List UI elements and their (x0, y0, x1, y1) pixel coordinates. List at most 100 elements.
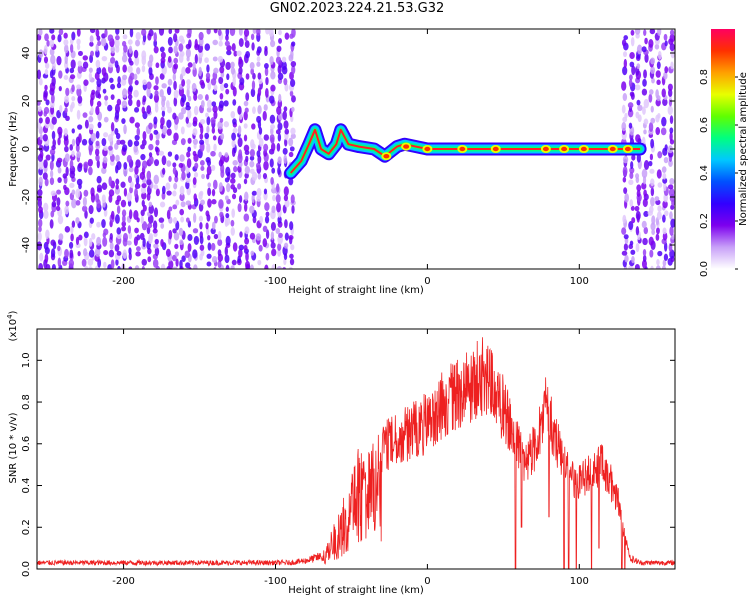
noise-cell (204, 43, 211, 51)
noise-cell (650, 138, 655, 149)
noise-cell (128, 209, 133, 220)
noise-cell (90, 50, 95, 57)
noise-cell (103, 145, 108, 151)
noise-cell (172, 73, 177, 82)
noise-cell (245, 50, 251, 59)
noise-cell (122, 166, 128, 177)
noise-cell (153, 174, 159, 185)
noise-cell (37, 189, 43, 197)
noise-cell (250, 250, 255, 256)
noise-cell (255, 233, 262, 241)
noise-cell (90, 187, 95, 197)
noise-cell (128, 98, 133, 107)
noise-cell (58, 29, 64, 36)
noise-cell (141, 182, 147, 189)
noise-cell (243, 178, 248, 185)
noise-cell (173, 63, 179, 70)
noise-cell (187, 109, 192, 120)
noise-cell (63, 128, 68, 137)
noise-cell (146, 87, 151, 98)
noise-cell (96, 175, 102, 184)
noise-cell (37, 231, 42, 242)
noise-cell (64, 54, 68, 65)
noise-cell (643, 129, 647, 135)
noise-cell (656, 259, 660, 266)
noise-cell (255, 162, 261, 170)
noise-cell (236, 50, 242, 57)
noise-cell (212, 105, 218, 113)
noise-cell (229, 29, 236, 37)
noise-cell (44, 69, 49, 76)
noise-cell (257, 172, 262, 180)
noise-cell (270, 84, 276, 92)
noise-cell (115, 178, 120, 185)
noise-cell (207, 198, 212, 208)
noise-cell (133, 89, 139, 98)
noise-cell (200, 100, 205, 108)
noise-cell (57, 245, 61, 252)
noise-cell (58, 233, 64, 241)
noise-cell (148, 204, 155, 214)
noise-cell (194, 53, 198, 64)
noise-cell (635, 134, 641, 143)
noise-cell (71, 198, 77, 209)
noise-cell (661, 265, 667, 269)
noise-cell (141, 106, 146, 114)
noise-cell (622, 93, 628, 101)
noise-cell (76, 84, 82, 90)
noise-cell (252, 106, 256, 114)
noise-cell (69, 144, 74, 151)
noise-cell (140, 209, 145, 217)
noise-cell (90, 106, 94, 114)
noise-cell (165, 248, 171, 258)
noise-cell (206, 116, 211, 126)
y-tick-label: 0 (21, 146, 32, 152)
noise-cell (642, 106, 646, 115)
noise-cell (166, 160, 172, 167)
noise-cell (622, 166, 628, 177)
noise-cell (199, 190, 204, 196)
noise-cell (194, 162, 199, 170)
noise-cell (186, 151, 191, 158)
noise-cell (96, 78, 102, 88)
noise-cell (668, 97, 673, 107)
snr-multiplier-label: (x104) (6, 310, 19, 341)
noise-cell (141, 265, 145, 269)
noise-cell (249, 62, 255, 70)
noise-cell (37, 100, 41, 106)
noise-cell (160, 116, 165, 126)
noise-cell (213, 84, 218, 92)
noise-cell (629, 171, 634, 180)
noise-cell (179, 239, 184, 246)
noise-cell (141, 29, 147, 37)
noise-cell (101, 219, 106, 229)
noise-cell (269, 56, 274, 65)
noise-cell (655, 70, 661, 78)
noise-cell (289, 258, 295, 266)
noise-cell (181, 255, 186, 262)
noise-cell (127, 65, 133, 74)
noise-cell (194, 38, 198, 49)
noise-cell (188, 39, 192, 49)
noise-cell (276, 266, 283, 269)
noise-cell (38, 263, 44, 269)
noise-cell (82, 61, 89, 69)
noise-cell (49, 219, 54, 229)
noise-cell (64, 153, 70, 163)
noise-cell (44, 84, 48, 91)
noise-cell (88, 123, 94, 131)
y-tick-label: -20 (21, 189, 32, 205)
noise-cell (199, 222, 203, 230)
noise-cell (249, 232, 256, 240)
noise-cell (629, 51, 635, 60)
noise-cell (249, 160, 255, 168)
noise-cell (218, 100, 225, 109)
noise-cell (243, 202, 248, 212)
x-tick-label: -100 (264, 276, 287, 287)
noise-cell (64, 107, 68, 114)
noise-cell (656, 79, 661, 86)
noise-cell (172, 204, 178, 210)
noise-cell (629, 61, 635, 68)
noise-cell (180, 216, 185, 223)
noise-cell (245, 260, 250, 269)
